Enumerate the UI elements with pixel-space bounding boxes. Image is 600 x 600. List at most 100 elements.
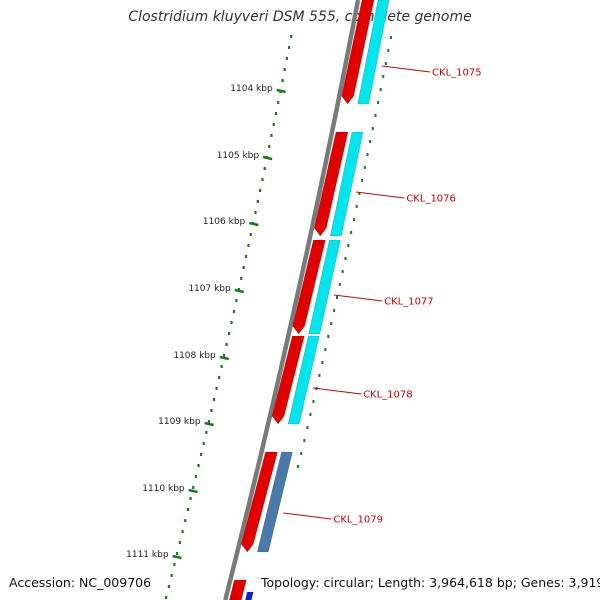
scale-dot: [217, 376, 221, 379]
scale-dot: [202, 442, 205, 445]
forward-strand-feature: [313, 131, 349, 237]
kbp-tick-label: 1111 kbp: [126, 550, 169, 560]
scale-dot: [244, 255, 248, 258]
outer-tick: [318, 374, 321, 377]
scale-dot: [237, 288, 240, 291]
kbp-tick-label: 1108 kbp: [173, 351, 216, 361]
accession-text: Accession: NC_009706: [9, 575, 152, 590]
scale-dot: [225, 343, 228, 346]
outer-tick: [352, 218, 355, 221]
gene-label-leader: [356, 191, 405, 199]
outer-tick: [389, 36, 392, 39]
reverse-strand-feature: [287, 335, 320, 425]
forward-strand-feature: [292, 239, 326, 335]
gene-label: CKL_1078: [363, 390, 413, 401]
outer-tick: [324, 348, 327, 351]
scale-dot: [197, 464, 200, 467]
outer-tick: [344, 257, 347, 260]
scale-dot: [283, 68, 286, 71]
reverse-strand-feature: [308, 239, 341, 335]
kbp-tick-mark: [172, 554, 182, 560]
scale-dot: [242, 266, 245, 269]
outer-tick: [366, 153, 369, 156]
forward-strand-feature: [341, 0, 375, 105]
scale-dot: [240, 277, 243, 280]
outer-tick: [333, 309, 336, 312]
scale-dot: [232, 310, 236, 313]
kbp-tick-label: 1109 kbp: [158, 417, 201, 427]
reverse-strand-feature: [329, 131, 364, 237]
gene-label-leader: [381, 65, 431, 73]
gene-label: CKL_1079: [333, 515, 383, 526]
scale-dot: [256, 200, 259, 203]
scale-dot: [261, 178, 264, 181]
gene-label: CKL_1076: [406, 194, 456, 205]
gene-label: CKL_1075: [432, 68, 482, 79]
kbp-tick-label: 1104 kbp: [230, 84, 273, 94]
scale-dot: [263, 167, 266, 170]
scale-dot: [272, 123, 275, 126]
scale-dot: [290, 35, 293, 38]
outer-tick: [312, 400, 315, 403]
gene-label: CKL_1077: [384, 297, 434, 308]
kbp-tick-mark: [219, 355, 230, 361]
scale-ticks: 1104 kbp 1105 kbp 1106 kbp 1107 kbp 1108 kbp…: [126, 35, 392, 599]
kbp-tick-label: 1107 kbp: [188, 284, 231, 294]
scale-dot: [215, 387, 218, 390]
scale-dot: [178, 541, 181, 544]
genome-stats-text: Topology: circular; Length: 3,964,618 bp…: [261, 575, 600, 590]
scale-dot: [254, 211, 257, 214]
reverse-strand-feature: [256, 451, 293, 553]
outer-tick: [347, 244, 350, 247]
gene-label-leader: [283, 512, 332, 520]
outer-tick: [377, 101, 380, 104]
scale-dot: [165, 596, 168, 599]
scale-dot: [167, 585, 171, 588]
scale-dot: [259, 189, 262, 192]
scale-dot: [268, 145, 271, 148]
kbp-tick-mark: [262, 155, 273, 161]
kbp-tick-label: 1106 kbp: [203, 217, 246, 227]
outer-tick: [369, 140, 372, 143]
gene-features: [228, 0, 390, 600]
forward-strand-feature: [271, 335, 305, 425]
scale-dot: [230, 321, 233, 324]
scale-dot: [186, 508, 190, 511]
outer-tick: [306, 426, 309, 429]
outer-tick: [327, 335, 330, 338]
outer-tick: [330, 322, 333, 325]
scale-dot: [277, 101, 280, 104]
outer-tick: [363, 166, 366, 169]
scale-dot: [274, 112, 278, 115]
scale-dot: [200, 453, 203, 456]
outer-tick: [309, 413, 312, 416]
kbp-tick-mark: [248, 221, 259, 227]
scale-dot: [184, 519, 187, 522]
scale-dot: [181, 530, 184, 533]
scale-dot: [212, 398, 216, 401]
kbp-tick-mark: [234, 288, 245, 294]
outer-tick: [382, 75, 385, 78]
outer-tick: [374, 114, 377, 117]
genome-backbone: [223, 0, 361, 600]
outer-tick: [350, 231, 353, 234]
scale-dot: [207, 420, 210, 423]
forward-strand-feature: [240, 451, 278, 553]
scale-dot: [270, 134, 273, 137]
scale-dot: [222, 354, 226, 357]
scale-dot: [210, 409, 213, 412]
reverse-strand-feature: [357, 0, 390, 105]
scale-dot: [192, 486, 195, 489]
outer-tick: [379, 88, 382, 91]
outer-tick: [321, 361, 324, 364]
scale-dot: [173, 563, 176, 566]
outer-tick: [358, 192, 361, 195]
backbone-line: [223, 0, 361, 600]
gene-label-leader: [334, 294, 383, 302]
reverse-strand-feature: [244, 591, 254, 600]
kbp-tick-mark: [204, 421, 214, 427]
outer-tick: [355, 205, 358, 208]
outer-tick: [335, 296, 338, 299]
kbp-tick-mark: [276, 88, 286, 94]
